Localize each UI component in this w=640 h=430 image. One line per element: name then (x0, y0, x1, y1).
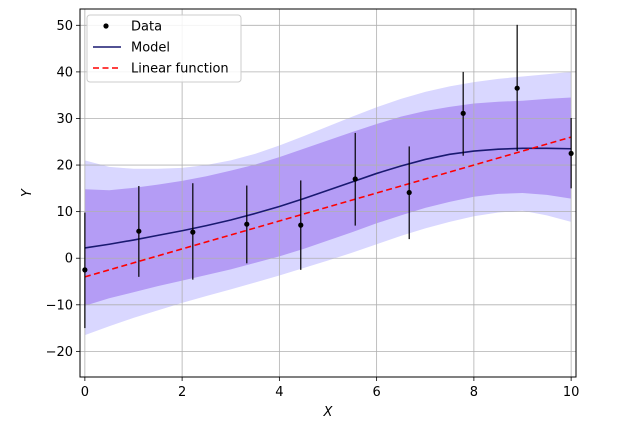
data-point (406, 189, 412, 196)
data-point (244, 221, 250, 227)
legend-marker-data (103, 23, 109, 29)
legend: Data Model Linear function (86, 14, 242, 83)
x-tick-label: 10 (563, 385, 580, 400)
y-axis-label: Y (20, 188, 35, 197)
x-tick-label: 8 (470, 385, 478, 400)
legend-label-data: Data (131, 20, 162, 35)
x-tick-label: 6 (372, 385, 380, 400)
y-tick-label: −20 (46, 345, 73, 360)
y-tick-label: 10 (56, 205, 73, 220)
y-tick-label: 0 (65, 252, 73, 267)
data-point (190, 229, 196, 235)
data-point (82, 267, 88, 273)
y-tick-label: 40 (56, 65, 73, 80)
data-point (514, 85, 520, 91)
y-tick-label: 20 (56, 159, 73, 174)
y-tick-label: −10 (46, 298, 73, 313)
data-point (460, 110, 466, 116)
legend-box (86, 14, 242, 83)
legend-label-model: Model (131, 41, 170, 56)
axis-ticks: 0 2 4 6 8 10 −20 −10 0 10 20 30 40 50 (46, 19, 580, 400)
data-points (82, 24, 574, 329)
y-tick-label: 30 (56, 112, 73, 127)
model-line (84, 147, 572, 249)
inner-band (84, 97, 572, 306)
data-point (298, 222, 304, 228)
x-tick-label: 2 (178, 385, 186, 400)
legend-label-linear: Linear function (131, 62, 229, 77)
linear-function-line (84, 136, 572, 278)
data-point (136, 228, 142, 234)
data-point (352, 176, 358, 182)
grid (80, 9, 576, 377)
plot-frame (79, 8, 577, 378)
x-tick-label: 0 (81, 385, 89, 400)
series-lines (84, 136, 572, 278)
confidence-bands (84, 71, 572, 336)
y-tick-label: 50 (56, 19, 73, 34)
x-tick-label: 4 (275, 385, 283, 400)
data-point (568, 150, 574, 157)
x-axis-label: X (323, 405, 334, 420)
